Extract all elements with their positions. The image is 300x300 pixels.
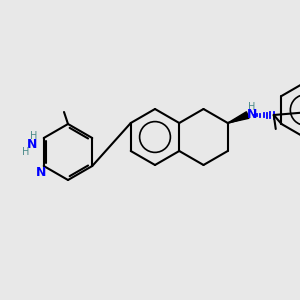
Text: H: H bbox=[30, 131, 38, 141]
Text: N: N bbox=[36, 166, 46, 178]
Text: H: H bbox=[248, 102, 255, 112]
Text: N: N bbox=[247, 107, 257, 121]
Text: N: N bbox=[27, 139, 37, 152]
Text: H: H bbox=[22, 147, 29, 157]
Polygon shape bbox=[228, 112, 249, 123]
